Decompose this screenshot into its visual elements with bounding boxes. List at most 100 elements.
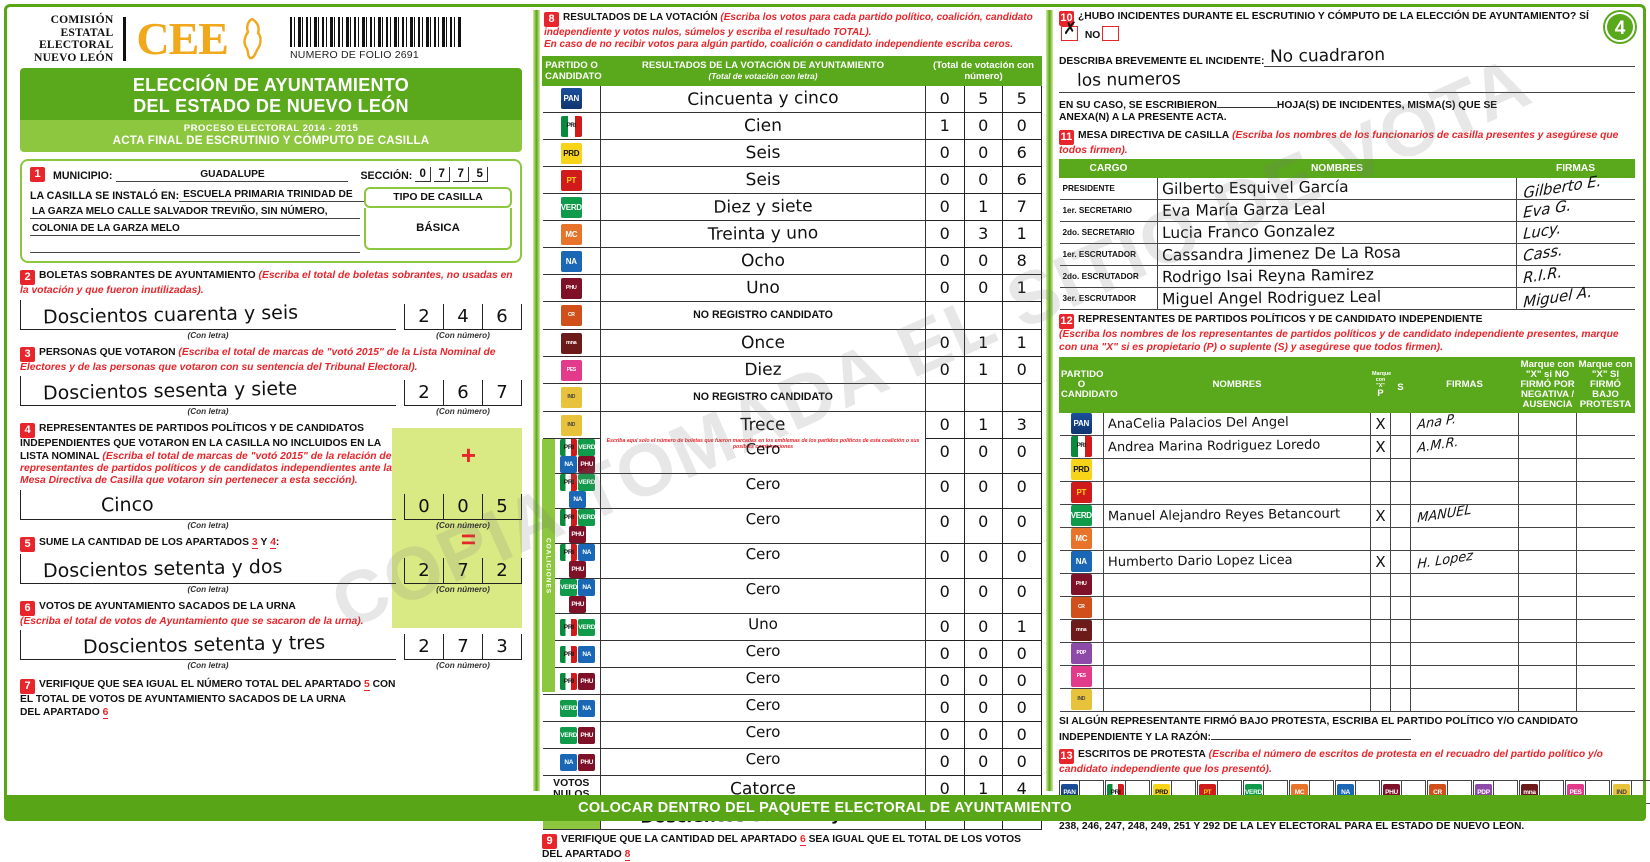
vote-num-8-digit-3[interactable]: [1003, 301, 1042, 330]
address-line-3[interactable]: COLONIA DE LA GARZA MELO: [30, 219, 360, 237]
rep-propietario[interactable]: [1370, 619, 1391, 643]
vote-row-letter[interactable]: Uno: [600, 274, 926, 303]
vote-num-0-digit-3[interactable]: 5: [1003, 85, 1042, 113]
vote-num-5-digit-3[interactable]: 1: [1003, 220, 1042, 248]
vote-num-8-digit-2[interactable]: [964, 301, 1003, 330]
section-6-digit-2[interactable]: 7: [444, 634, 483, 661]
vote-num-10-digit-1[interactable]: 0: [926, 356, 965, 384]
section-4-digit-3[interactable]: 5: [483, 493, 522, 520]
section-2-digit-1[interactable]: 2: [404, 303, 444, 330]
mesa-nombre[interactable]: Lucia Franco Gonzalez: [1157, 221, 1517, 245]
rep-propietario[interactable]: [1370, 665, 1391, 689]
municipio-value[interactable]: GUADALUPE: [116, 169, 349, 183]
rep-obs-negativa[interactable]: [1518, 619, 1577, 643]
vote-num-2-digit-1[interactable]: 0: [926, 139, 965, 167]
rep-obs-protesta[interactable]: [1576, 596, 1635, 620]
vote-row-letter[interactable]: Ocho: [600, 247, 926, 276]
section-6-letter-field[interactable]: Doscientos setenta y tres: [20, 630, 396, 661]
coal-num-3-digit-2[interactable]: 0: [964, 543, 1003, 579]
protest-box-field[interactable]: [1217, 781, 1241, 804]
vote-row-letter[interactable]: NO REGISTRO CANDIDATO: [600, 383, 926, 413]
describe-field-2[interactable]: los numeros: [1059, 69, 1635, 93]
vote-num-12-digit-1[interactable]: 0: [926, 411, 965, 439]
vote-num-4-digit-1[interactable]: 0: [926, 193, 965, 221]
rep-propietario[interactable]: [1370, 481, 1391, 505]
rep-suplente[interactable]: [1390, 504, 1411, 528]
rep-propietario[interactable]: [1370, 573, 1391, 597]
rep-obs-negativa[interactable]: [1518, 665, 1577, 689]
vote-num-8-digit-1[interactable]: [926, 301, 965, 330]
rep-propietario[interactable]: [1370, 458, 1391, 482]
rep-suplente[interactable]: [1390, 688, 1411, 712]
rep-obs-negativa[interactable]: [1518, 550, 1577, 574]
section-5-digit-1[interactable]: 2: [404, 557, 444, 584]
section-5-letter-field[interactable]: Doscientos setenta y dos: [20, 553, 396, 584]
rep-suplente[interactable]: [1390, 435, 1411, 459]
coal-num-9-digit-1[interactable]: 0: [926, 721, 965, 749]
coal-num-9-digit-2[interactable]: 0: [964, 721, 1003, 749]
seccion-digit-1[interactable]: 0: [415, 167, 432, 183]
vote-num-7-digit-1[interactable]: 0: [926, 274, 965, 302]
coal-num-1-digit-1[interactable]: 0: [926, 473, 965, 509]
section-3-letter-field[interactable]: Doscientos sesenta y siete: [20, 376, 396, 407]
rep-obs-protesta[interactable]: [1576, 688, 1635, 712]
rep-firma[interactable]: [1410, 481, 1519, 505]
rep-propietario[interactable]: X: [1370, 550, 1391, 574]
protest-reason-input[interactable]: [1211, 728, 1411, 741]
coal-num-10-digit-2[interactable]: 0: [964, 748, 1003, 776]
coalition-row-letter[interactable]: Cero: [600, 721, 926, 750]
rep-obs-negativa[interactable]: [1518, 412, 1577, 436]
mesa-nombre[interactable]: Gilberto Esquivel García: [1157, 177, 1517, 201]
vote-num-1-digit-1[interactable]: 1: [926, 112, 965, 140]
vote-num-6-digit-2[interactable]: 0: [964, 247, 1003, 275]
rep-obs-protesta[interactable]: [1576, 435, 1635, 459]
coal-num-6-digit-1[interactable]: 0: [926, 640, 965, 668]
rep-propietario[interactable]: X: [1370, 504, 1391, 528]
rep-nombre[interactable]: [1103, 596, 1371, 620]
protest-box-field[interactable]: [1355, 781, 1379, 804]
mesa-firma[interactable]: Lucy.: [1516, 219, 1635, 245]
rep-nombre[interactable]: [1103, 527, 1371, 551]
rep-obs-protesta[interactable]: [1576, 665, 1635, 689]
rep-suplente[interactable]: [1390, 550, 1411, 574]
vote-num-11-digit-3[interactable]: [1003, 383, 1042, 412]
rep-firma[interactable]: [1410, 596, 1519, 620]
coal-num-10-digit-3[interactable]: 0: [1003, 748, 1042, 776]
coalition-row-letter[interactable]: Uno: [600, 613, 926, 642]
section-4-digit-1[interactable]: 0: [404, 493, 444, 520]
coal-num-8-digit-3[interactable]: 0: [1003, 694, 1042, 722]
section-6-digit-3[interactable]: 3: [483, 634, 522, 661]
vote-row-letter[interactable]: Seis: [600, 166, 926, 195]
coal-num-10-digit-1[interactable]: 0: [926, 748, 965, 776]
vote-row-letter[interactable]: Treinta y uno: [600, 220, 926, 249]
rep-obs-negativa[interactable]: [1518, 573, 1577, 597]
vote-num-9-digit-3[interactable]: 1: [1003, 329, 1042, 357]
coalition-row-letter[interactable]: Cero: [600, 748, 926, 777]
rep-obs-protesta[interactable]: [1576, 573, 1635, 597]
rep-obs-negativa[interactable]: [1518, 481, 1577, 505]
section-5-digit-2[interactable]: 7: [444, 557, 483, 584]
rep-suplente[interactable]: [1390, 481, 1411, 505]
coal-num-0-digit-1[interactable]: 0: [926, 438, 965, 474]
rep-nombre[interactable]: Andrea Marina Rodriguez Loredo: [1103, 435, 1371, 459]
section-2-digit-2[interactable]: 4: [444, 303, 483, 330]
mesa-nombre[interactable]: Rodrigo Isai Reyna Ramirez: [1157, 265, 1517, 289]
coal-num-7-digit-1[interactable]: 0: [926, 667, 965, 695]
coal-num-6-digit-2[interactable]: 0: [964, 640, 1003, 668]
coal-num-8-digit-2[interactable]: 0: [964, 694, 1003, 722]
protest-box-field[interactable]: [1493, 781, 1517, 804]
coal-num-8-digit-1[interactable]: 0: [926, 694, 965, 722]
vote-num-10-digit-2[interactable]: 1: [964, 356, 1003, 384]
vote-num-1-digit-3[interactable]: 0: [1003, 112, 1042, 140]
vote-num-9-digit-2[interactable]: 1: [964, 329, 1003, 357]
vote-num-0-digit-1[interactable]: 0: [926, 85, 965, 113]
rep-obs-negativa[interactable]: [1518, 458, 1577, 482]
coal-num-0-digit-3[interactable]: 0: [1003, 438, 1042, 474]
coal-num-3-digit-1[interactable]: 0: [926, 543, 965, 579]
vote-num-9-digit-1[interactable]: 0: [926, 329, 965, 357]
vote-num-7-digit-2[interactable]: 0: [964, 274, 1003, 302]
vote-num-3-digit-3[interactable]: 6: [1003, 166, 1042, 194]
rep-suplente[interactable]: [1390, 412, 1411, 436]
rep-nombre[interactable]: [1103, 481, 1371, 505]
rep-nombre[interactable]: [1103, 642, 1371, 666]
